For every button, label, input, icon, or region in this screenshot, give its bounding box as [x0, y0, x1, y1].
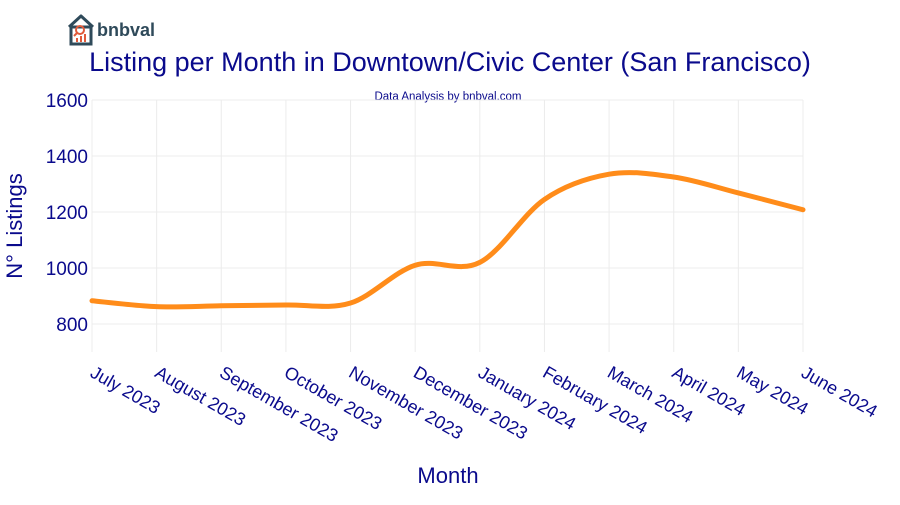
- y-axis-label: N° Listings: [2, 173, 27, 278]
- y-tick-label: 1200: [46, 203, 88, 224]
- x-tick-label: July 2023: [87, 362, 164, 418]
- x-tick-label: June 2024: [798, 362, 881, 421]
- y-axis-ticks: 800 1000 1200 1400 1600: [46, 91, 88, 336]
- y-tick-label: 1400: [46, 147, 88, 168]
- series-layer: [89, 170, 806, 310]
- brand-name: bnbval: [97, 20, 155, 40]
- chart-title: Listing per Month in Downtown/Civic Cent…: [89, 47, 811, 77]
- grid-lines: [91, 99, 804, 352]
- series-line: [89, 170, 806, 310]
- house-search-chart-icon: [67, 14, 95, 46]
- y-tick-label: 1600: [46, 91, 88, 112]
- chart-subtitle: Data Analysis by bnbval.com: [374, 91, 521, 103]
- x-tick-label: May 2024: [733, 362, 811, 419]
- x-axis-label: Month: [417, 463, 478, 488]
- y-tick-label: 1000: [46, 259, 88, 280]
- x-tick-label: December 2023: [410, 362, 531, 443]
- bnbval-logo: bnbval: [67, 14, 155, 46]
- x-tick-label: November 2023: [346, 362, 467, 443]
- y-tick-label: 800: [56, 315, 88, 336]
